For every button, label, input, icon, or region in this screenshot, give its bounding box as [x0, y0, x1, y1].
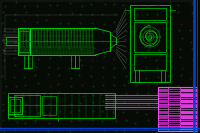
- Bar: [8, 97, 22, 114]
- Bar: [158, 87, 197, 131]
- Bar: [134, 22, 166, 52]
- Bar: [134, 54, 166, 70]
- Bar: [10, 99, 20, 112]
- Bar: [8, 93, 115, 118]
- Bar: [14, 95, 40, 116]
- Bar: [130, 5, 170, 82]
- Bar: [134, 8, 166, 20]
- Bar: [18, 28, 30, 55]
- Bar: [42, 96, 56, 115]
- Bar: [6, 37, 18, 45]
- Bar: [19, 31, 29, 52]
